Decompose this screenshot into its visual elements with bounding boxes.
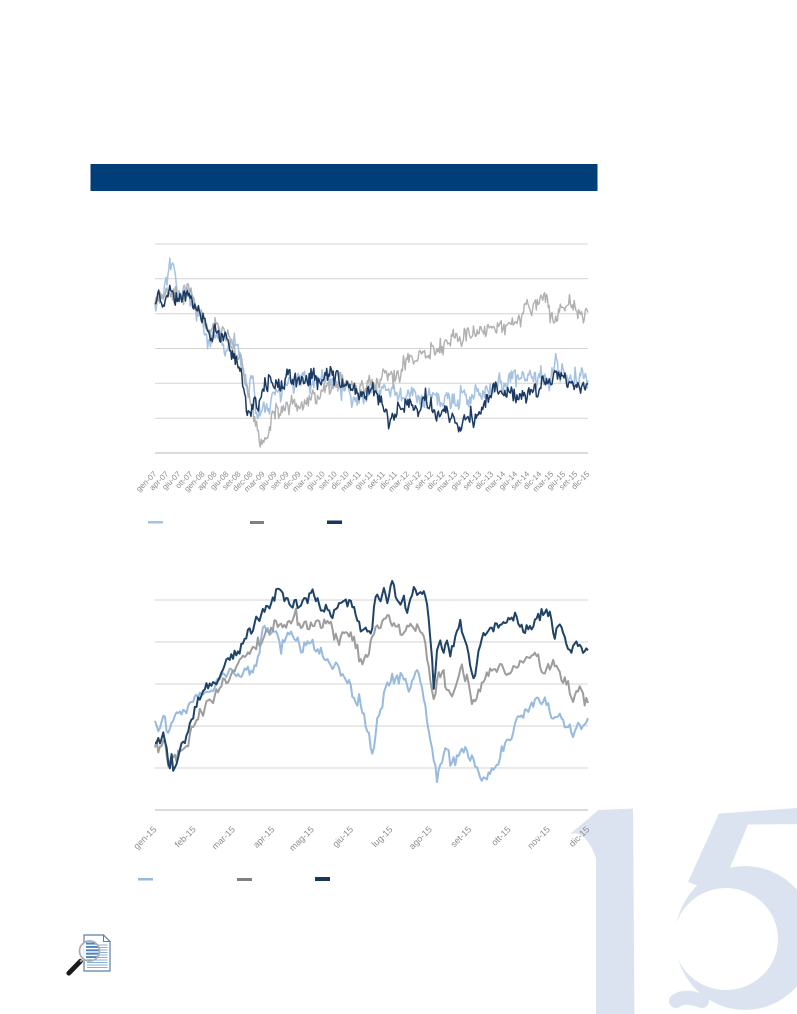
svg-text:lug-15: lug-15 xyxy=(370,824,395,849)
svg-text:set-15: set-15 xyxy=(449,824,474,849)
svg-text:ott-15: ott-15 xyxy=(489,824,512,847)
svg-text:gen-15: gen-15 xyxy=(132,824,159,851)
svg-text:mar-15: mar-15 xyxy=(210,824,237,851)
svg-text:giu-15: giu-15 xyxy=(330,824,355,849)
svg-text:apr-15: apr-15 xyxy=(251,824,276,849)
svg-text:feb-15: feb-15 xyxy=(173,824,198,849)
svg-text:nov-15: nov-15 xyxy=(525,824,552,851)
svg-text:mag-15: mag-15 xyxy=(287,824,316,853)
svg-text:ago-15: ago-15 xyxy=(407,824,434,851)
